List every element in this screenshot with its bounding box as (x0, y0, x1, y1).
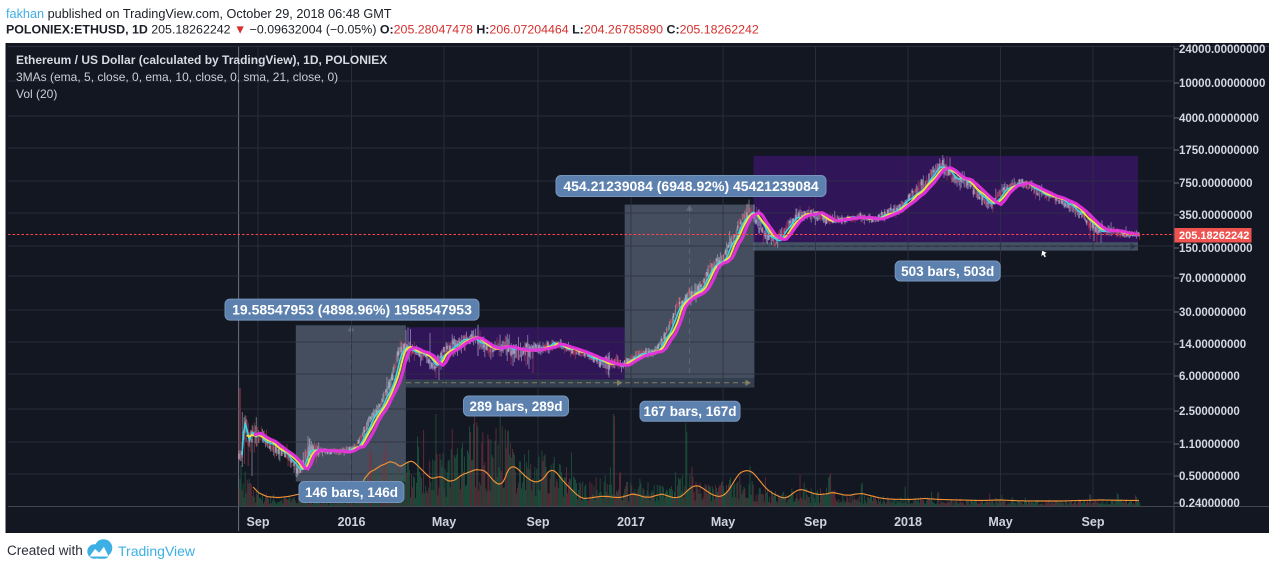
svg-text:Sep: Sep (247, 515, 270, 529)
svg-text:2016: 2016 (338, 515, 366, 529)
svg-text:24000.00000000: 24000.00000000 (1179, 44, 1265, 56)
svg-text:fakhan published on TradingVie: fakhan published on TradingView.com, Oct… (6, 7, 392, 21)
svg-text:289 bars, 289d: 289 bars, 289d (469, 399, 562, 414)
svg-text:May: May (711, 515, 735, 529)
svg-text:0.50000000: 0.50000000 (1179, 471, 1240, 483)
svg-text:Vol (20): Vol (20) (16, 87, 57, 101)
svg-text:Created with: Created with (7, 543, 83, 558)
svg-text:30.00000000: 30.00000000 (1179, 307, 1246, 319)
svg-text:4000.00000000: 4000.00000000 (1179, 113, 1259, 125)
svg-text:350.00000000: 350.00000000 (1179, 210, 1253, 222)
svg-text:205.18262242: 205.18262242 (1179, 230, 1249, 242)
svg-text:TradingView: TradingView (118, 543, 196, 559)
svg-text:2.50000000: 2.50000000 (1179, 406, 1240, 418)
svg-text:150.00000000: 150.00000000 (1179, 243, 1253, 255)
svg-text:19.58547953 (4898.96%) 1958547: 19.58547953 (4898.96%) 1958547953 (232, 302, 472, 318)
svg-text:14.00000000: 14.00000000 (1179, 339, 1246, 351)
svg-text:May: May (432, 515, 456, 529)
svg-text:1.10000000: 1.10000000 (1179, 439, 1240, 451)
svg-text:10000.00000000: 10000.00000000 (1179, 78, 1265, 90)
svg-text:Sep: Sep (527, 515, 550, 529)
svg-text:Ethereum / US Dollar (calculat: Ethereum / US Dollar (calculated by Trad… (16, 53, 387, 67)
svg-text:May: May (988, 515, 1012, 529)
svg-text:146 bars, 146d: 146 bars, 146d (305, 485, 398, 500)
svg-text:1750.00000000: 1750.00000000 (1179, 145, 1259, 157)
svg-text:454.21239084 (6948.92%) 454212: 454.21239084 (6948.92%) 45421239084 (563, 178, 819, 194)
svg-text:750.00000000: 750.00000000 (1179, 178, 1253, 190)
svg-text:3MAs (ema, 5, close, 0, ema, 1: 3MAs (ema, 5, close, 0, ema, 10, close, … (16, 70, 338, 84)
svg-text:0.24000000: 0.24000000 (1179, 498, 1240, 510)
svg-text:Sep: Sep (804, 515, 827, 529)
svg-text:POLONIEX:ETHUSD, 1D 205.182622: POLONIEX:ETHUSD, 1D 205.18262242 ▼ −0.09… (6, 23, 759, 37)
svg-text:167 bars, 167d: 167 bars, 167d (643, 404, 736, 419)
svg-text:2018: 2018 (894, 515, 922, 529)
svg-text:6.00000000: 6.00000000 (1179, 371, 1240, 383)
svg-text:70.00000000: 70.00000000 (1179, 273, 1246, 285)
svg-text:2017: 2017 (617, 515, 645, 529)
svg-text:Sep: Sep (1082, 515, 1105, 529)
svg-text:503 bars, 503d: 503 bars, 503d (901, 264, 994, 279)
